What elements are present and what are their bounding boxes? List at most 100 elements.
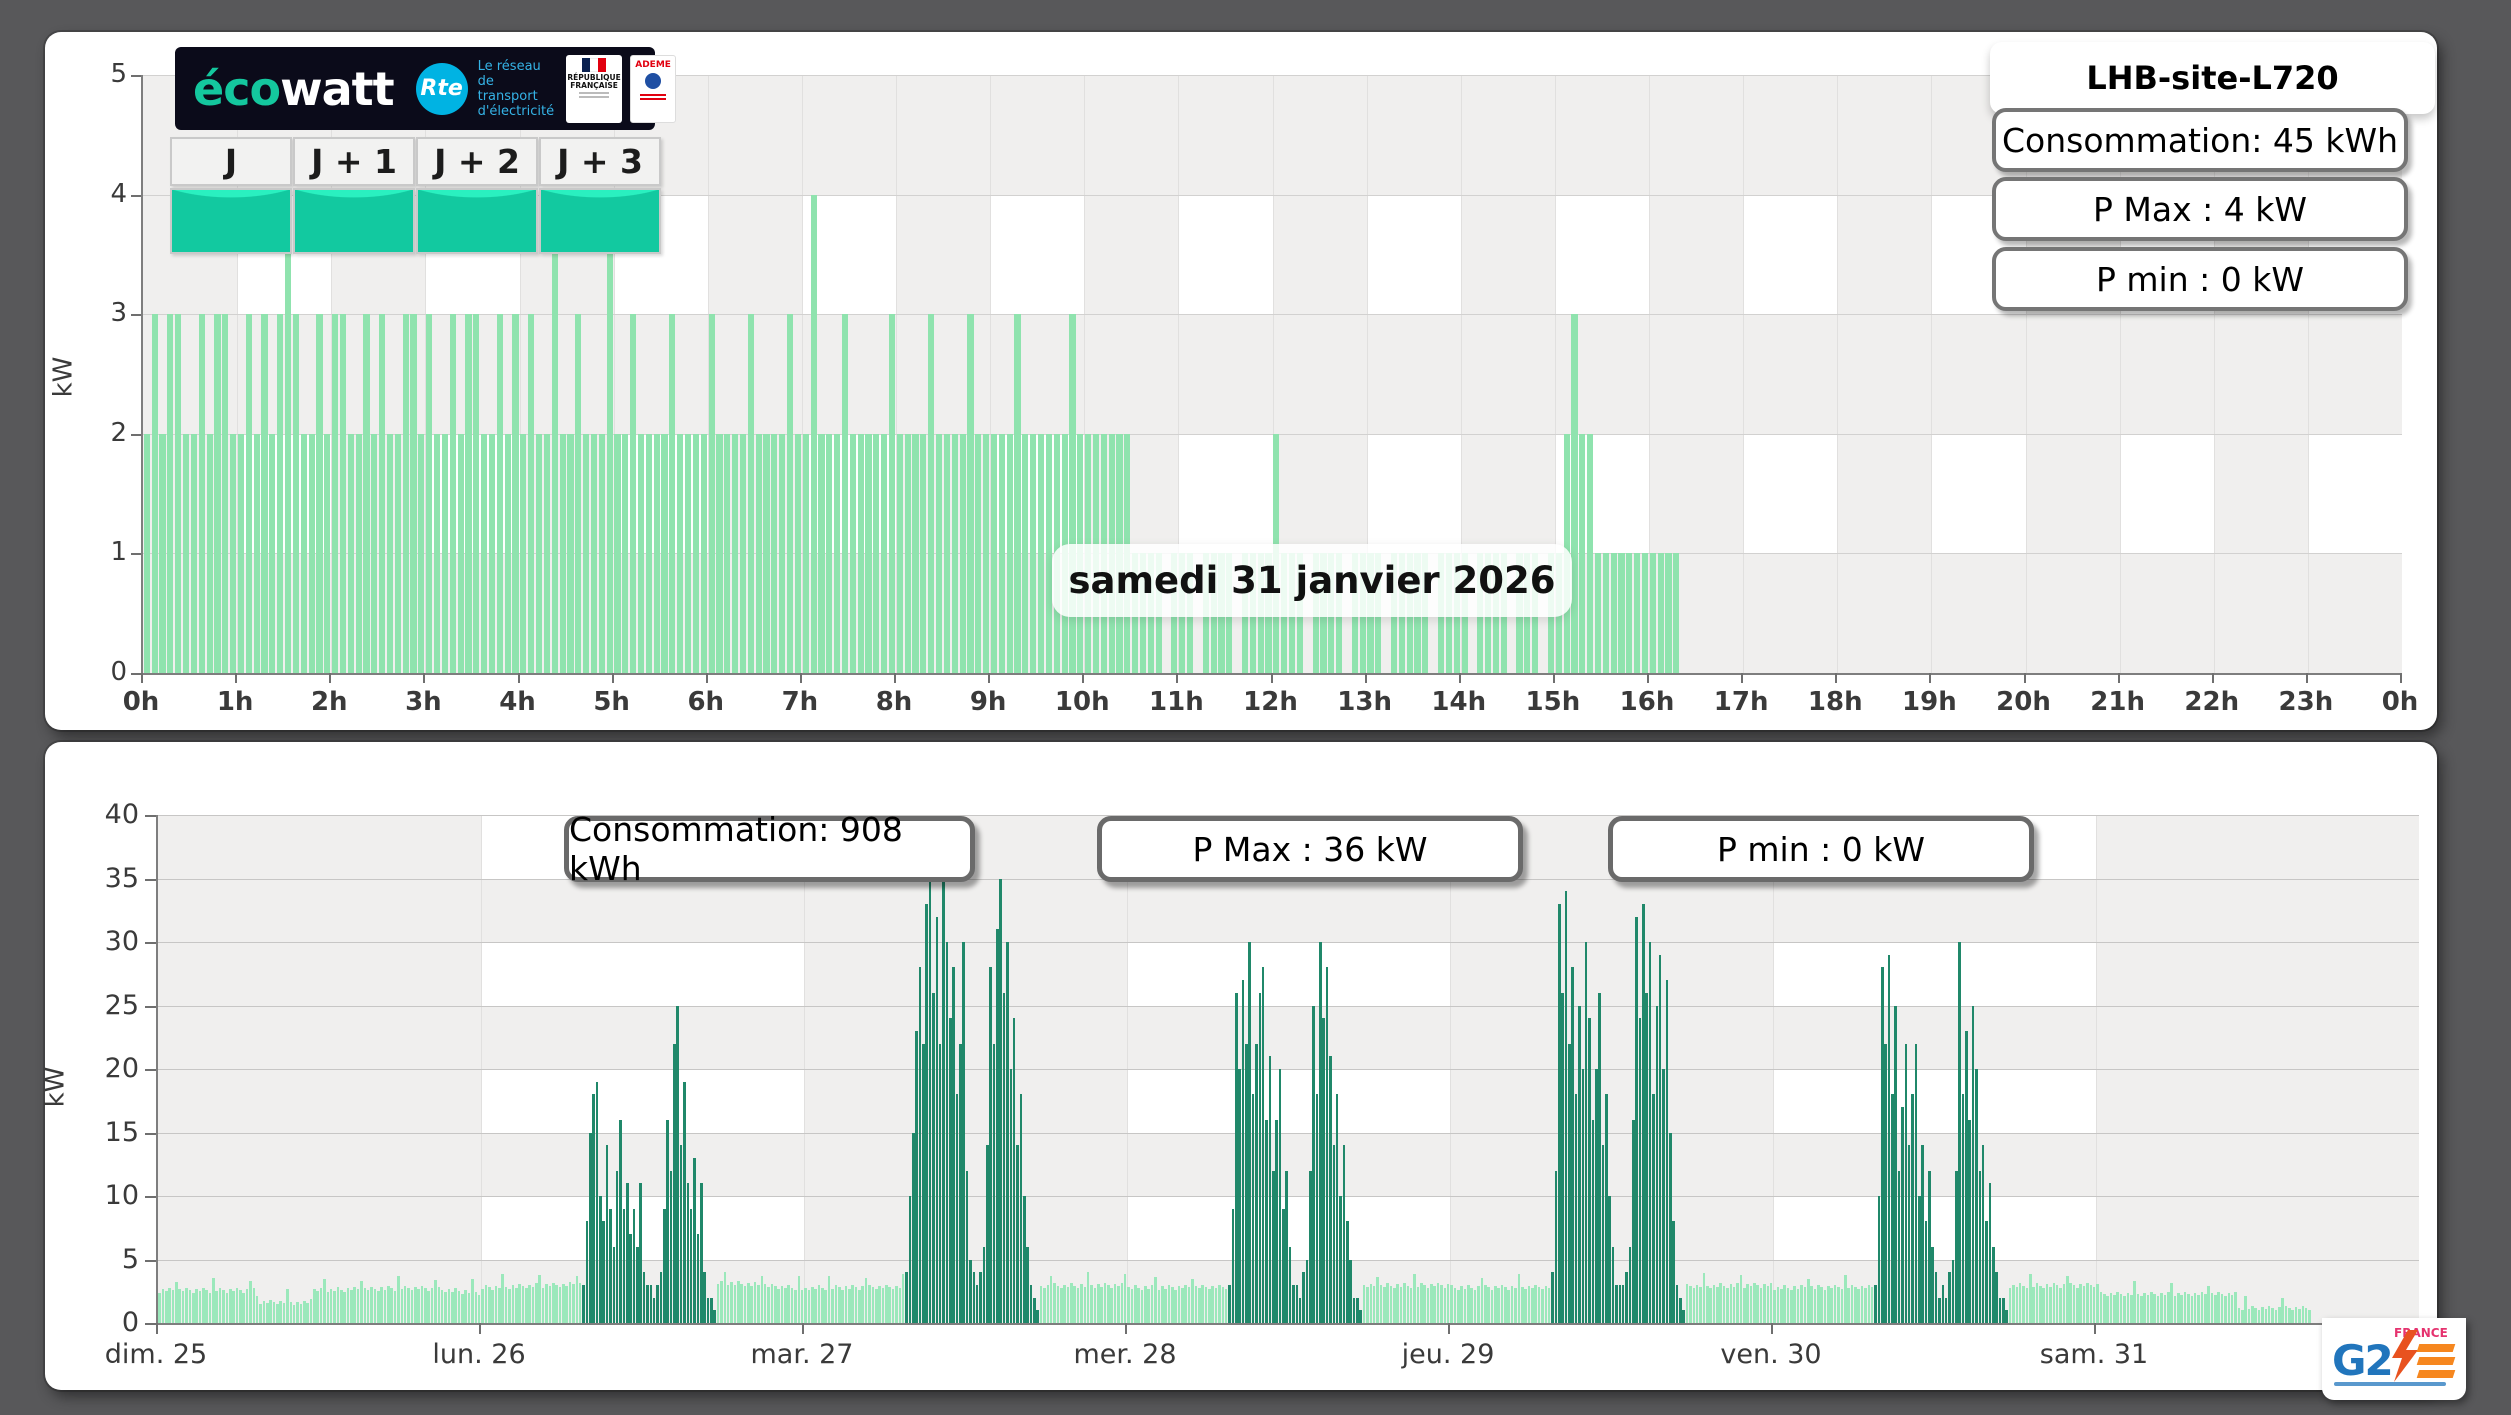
power-bar-base bbox=[283, 1303, 286, 1323]
power-bar-base bbox=[1541, 1289, 1544, 1323]
power-bar-base bbox=[855, 1287, 858, 1323]
power-bar-base bbox=[754, 1282, 757, 1323]
ecowatt-forecast-image-j3[interactable] bbox=[539, 188, 661, 254]
y-tick-mark bbox=[131, 314, 141, 316]
power-bar-base bbox=[340, 1290, 343, 1323]
power-bar-base bbox=[2170, 1283, 2173, 1323]
power-bar-active bbox=[653, 1298, 656, 1323]
power-bar-active bbox=[639, 1183, 642, 1323]
power-bar-base bbox=[720, 1281, 723, 1323]
power-bar-base bbox=[1847, 1288, 1850, 1323]
power-bar-base bbox=[2147, 1295, 2150, 1323]
x-tick-label: 22h bbox=[2184, 687, 2239, 717]
day-button-j2[interactable]: J + 2 bbox=[416, 137, 538, 186]
ecowatt-forecast-image-j2[interactable] bbox=[416, 188, 538, 254]
y-tick-label: 3 bbox=[67, 298, 127, 328]
power-bar-base bbox=[1158, 1290, 1161, 1323]
power-bar-active bbox=[687, 1183, 690, 1323]
power-bar bbox=[607, 195, 613, 673]
date-tooltip: samedi 31 janvier 2026 bbox=[1052, 544, 1572, 617]
power-bar-base bbox=[485, 1285, 488, 1323]
power-bar bbox=[473, 314, 479, 673]
power-bar-base bbox=[1090, 1285, 1093, 1323]
day-button-j[interactable]: J bbox=[170, 137, 292, 186]
x-tick-mark bbox=[329, 673, 331, 683]
power-bar-base bbox=[1753, 1283, 1756, 1323]
power-bar-base bbox=[441, 1290, 444, 1323]
power-bar bbox=[1007, 434, 1013, 673]
power-bar bbox=[1587, 434, 1593, 673]
power-bar-base bbox=[1450, 1285, 1453, 1323]
power-bar bbox=[865, 434, 871, 673]
day-button-j3[interactable]: J + 3 bbox=[539, 137, 661, 186]
power-bar-base bbox=[370, 1287, 373, 1323]
power-bar-base bbox=[2059, 1288, 2062, 1323]
power-bar-active bbox=[599, 1196, 602, 1323]
power-bar-active bbox=[1942, 1285, 1945, 1323]
power-bar-active bbox=[1888, 955, 1891, 1323]
power-bar-active bbox=[623, 1209, 626, 1323]
power-bar-active bbox=[932, 993, 935, 1323]
power-bar-base bbox=[1481, 1278, 1484, 1323]
power-bar-active bbox=[925, 904, 928, 1323]
ecowatt-forecast-image-j[interactable] bbox=[170, 188, 292, 254]
power-bar-base bbox=[1178, 1286, 1181, 1323]
power-bar bbox=[905, 434, 911, 673]
power-bar-active bbox=[1894, 1006, 1897, 1324]
power-bar-base bbox=[2103, 1294, 2106, 1323]
power-bar-active bbox=[1989, 1183, 1992, 1323]
power-bar-base bbox=[2012, 1285, 2015, 1323]
power-bar-base bbox=[296, 1302, 299, 1323]
francaise-text: FRANÇAISE bbox=[570, 82, 618, 90]
power-bar-base bbox=[730, 1282, 733, 1323]
power-bar-active bbox=[1985, 1221, 1988, 1323]
y-tick-mark bbox=[145, 1196, 156, 1198]
day-button-j1[interactable]: J + 1 bbox=[293, 137, 415, 186]
power-bar-active bbox=[586, 1221, 589, 1323]
power-bar-base bbox=[542, 1288, 545, 1323]
power-bar-base bbox=[2275, 1310, 2278, 1323]
power-bar-base bbox=[1484, 1285, 1487, 1323]
power-bar-base bbox=[2241, 1310, 2244, 1323]
power-bar bbox=[1634, 553, 1640, 673]
power-bar-base bbox=[279, 1301, 282, 1323]
power-bar bbox=[1579, 434, 1585, 673]
weekly-chart-panel: Consommation: 908 kWh P Max : 36 kW P mi… bbox=[45, 742, 2437, 1390]
power-bar-base bbox=[1363, 1285, 1366, 1323]
power-bar bbox=[356, 434, 362, 673]
power-bar bbox=[1030, 434, 1036, 673]
background-cell bbox=[1367, 195, 1461, 315]
background-cell bbox=[1743, 434, 1837, 554]
power-bar-base bbox=[734, 1285, 737, 1323]
power-bar-base bbox=[2140, 1296, 2143, 1323]
power-bar-base bbox=[552, 1283, 555, 1323]
power-bar bbox=[1038, 434, 1044, 673]
power-bar bbox=[246, 314, 252, 673]
power-bar-base bbox=[2079, 1284, 2082, 1323]
power-bar-base bbox=[461, 1294, 464, 1323]
power-bar bbox=[497, 314, 503, 673]
power-bar-base bbox=[1783, 1285, 1786, 1323]
power-bar-base bbox=[892, 1289, 895, 1323]
power-bar-active bbox=[582, 1285, 585, 1323]
power-bar bbox=[811, 195, 817, 673]
x-tick-label: 13h bbox=[1337, 687, 1392, 717]
power-bar-active bbox=[660, 1272, 663, 1323]
power-bar-base bbox=[1743, 1288, 1746, 1323]
rte-tagline: Le réseau de transport d'électricité bbox=[478, 59, 555, 119]
y-tick-mark bbox=[131, 75, 141, 77]
power-bar bbox=[395, 434, 401, 673]
ecowatt-forecast-image-j1[interactable] bbox=[293, 188, 415, 254]
power-bar-active bbox=[1679, 1298, 1682, 1323]
power-bar-base bbox=[1713, 1285, 1716, 1324]
background-cell bbox=[1743, 195, 1837, 315]
power-bar-active bbox=[1588, 1018, 1591, 1323]
power-bar-active bbox=[1343, 1145, 1346, 1323]
power-bar-active bbox=[946, 942, 949, 1323]
power-bar-base bbox=[2120, 1294, 2123, 1323]
x-tick-label: 17h bbox=[1714, 687, 1769, 717]
power-bar-active bbox=[1874, 1285, 1877, 1323]
power-bar-base bbox=[1730, 1284, 1733, 1323]
g2e-logo-text: G2 bbox=[2332, 1336, 2392, 1385]
weekly-chart-plot[interactable] bbox=[156, 815, 2419, 1325]
